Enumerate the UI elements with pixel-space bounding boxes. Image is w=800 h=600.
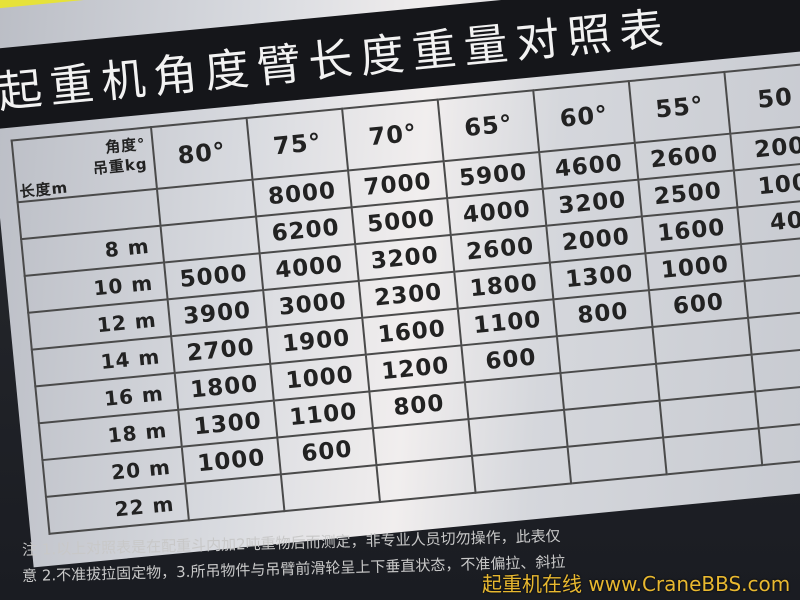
load-cell — [472, 446, 572, 493]
angle-header: 80° — [151, 117, 253, 189]
angle-header: 75° — [246, 108, 349, 180]
load-cell — [663, 428, 763, 475]
watermark: 起重机在线 www.CraneBBS.com — [482, 572, 791, 596]
load-table: 角度° 吊重kg 长度m 80° 75° 70° 65° 60° 55° 50 8000 7000 59… — [11, 62, 800, 535]
load-chart-plate: 起重机角度臂长度重量对照表 角度° 吊重kg 长度m 80° 75° 70° 65° 60° 5… — [0, 0, 800, 568]
angle-header: 55° — [628, 71, 731, 143]
angle-header: 65° — [437, 90, 540, 162]
load-label: 吊重kg — [92, 154, 149, 178]
load-cell — [185, 474, 285, 521]
load-cell — [280, 465, 380, 512]
angle-header: 70° — [342, 99, 444, 171]
angle-header: 60° — [533, 81, 635, 153]
load-cell — [376, 455, 476, 502]
load-cell — [567, 437, 667, 484]
angle-header: 50 — [724, 62, 800, 134]
